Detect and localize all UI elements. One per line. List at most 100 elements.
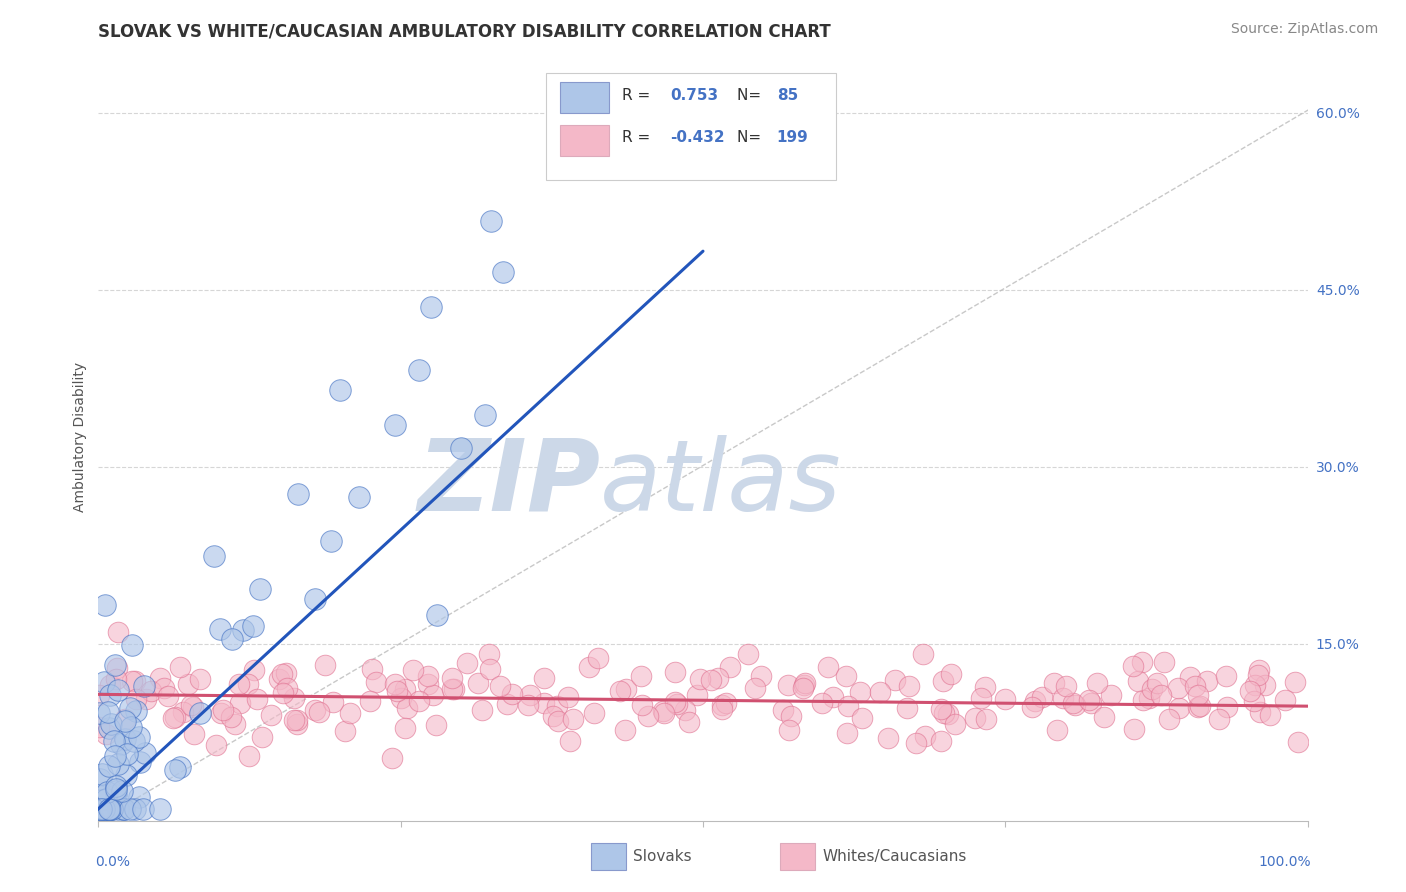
Point [93,802,115,816]
Point [666,697,689,711]
Point [558,733,581,747]
Point [361,662,384,676]
Point [96,802,118,816]
Point [100,802,122,816]
Point [793,678,815,692]
Point [408,363,430,377]
Point [114,712,136,726]
Point [1085,676,1108,690]
Point [631,698,654,713]
Point [169,660,191,674]
Point [1099,688,1122,702]
Point [89,802,111,816]
Point [238,749,260,764]
Point [112,802,135,816]
Point [869,685,891,699]
Point [1187,699,1209,714]
Point [541,709,564,723]
Point [304,703,326,717]
Point [121,673,143,688]
Point [97,705,120,719]
Point [329,383,352,397]
Point [772,703,794,717]
Point [425,718,447,732]
Point [221,632,243,646]
Point [1130,655,1153,669]
Point [97,802,120,816]
Point [104,784,127,798]
Point [93,802,115,816]
Point [98,688,121,702]
Point [651,704,673,718]
Point [931,734,953,748]
Point [104,748,127,763]
Point [706,671,728,685]
Point [100,717,122,731]
Text: atlas: atlas [600,434,842,532]
Text: Whites/Caucasians: Whites/Caucasians [823,849,967,863]
Point [124,673,146,688]
Point [246,691,269,706]
Point [1052,691,1074,706]
Point [87,706,110,721]
Point [969,690,991,705]
Point [90,802,112,816]
Point [851,711,873,725]
Point [219,709,242,723]
Point [547,714,569,729]
Point [994,692,1017,706]
Point [630,668,652,682]
Point [96,802,118,816]
Point [1080,697,1102,711]
Point [714,696,737,710]
Point [107,756,129,771]
Point [260,707,283,722]
Point [1126,673,1149,688]
Point [817,660,839,674]
Point [107,624,129,639]
Point [232,623,254,637]
Point [89,789,111,803]
Point [1092,710,1115,724]
Point [114,731,136,746]
Point [443,681,465,696]
Text: Source: ZipAtlas.com: Source: ZipAtlas.com [1230,22,1378,37]
Point [267,672,290,686]
Point [1063,698,1085,712]
Point [304,592,326,607]
Point [339,706,361,721]
Point [416,669,439,683]
Point [1137,691,1160,706]
Point [1153,656,1175,670]
Point [710,698,733,713]
Point [898,680,921,694]
Point [107,802,129,816]
Point [1247,668,1270,682]
Point [737,647,759,661]
Point [849,685,872,699]
Point [242,619,264,633]
Point [98,678,121,692]
Point [93,599,115,613]
Point [183,727,205,741]
Point [165,763,187,777]
Point [408,693,430,707]
Point [163,710,186,724]
Point [420,300,443,314]
Point [90,802,112,816]
Point [1184,679,1206,693]
Point [1243,694,1265,708]
Point [89,802,111,816]
Point [212,703,235,717]
Point [1239,684,1261,698]
Point [1078,693,1101,707]
Point [97,759,120,773]
Point [139,684,162,698]
Point [107,683,129,698]
Point [533,671,555,685]
Point [664,665,686,679]
Point [422,688,444,702]
Point [115,768,138,782]
Point [180,698,202,712]
Point [471,703,494,717]
